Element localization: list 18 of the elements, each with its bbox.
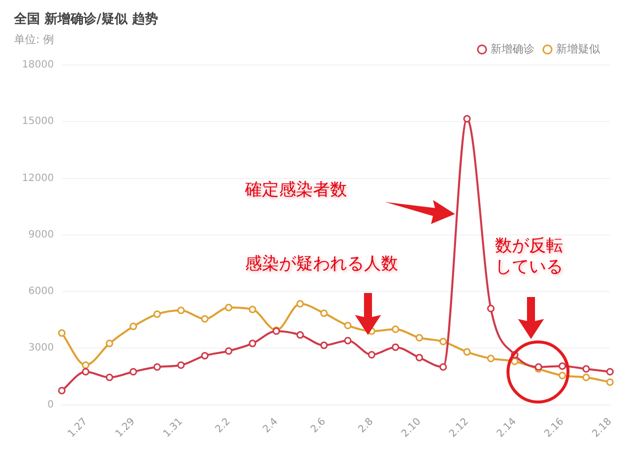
- chart-subtitle: 单位: 例: [14, 32, 54, 47]
- x-tick-label: 2.8: [356, 416, 376, 436]
- y-tick-label: 9000: [28, 229, 54, 240]
- x-tick-label: 2.2: [214, 416, 233, 436]
- y-tick-label: 15000: [22, 116, 54, 128]
- y-tick-label: 3000: [28, 342, 54, 354]
- legend-label: 新增确诊: [490, 42, 534, 56]
- y-tick-label: 0: [47, 399, 54, 410]
- annotation: 確定感染者数: [245, 180, 347, 201]
- legend-label: 新增疑似: [556, 42, 600, 56]
- x-tick-label: 2.4: [261, 416, 280, 436]
- annotation: 数が反転している: [495, 236, 564, 278]
- annotation: 感染が疑われる人数: [245, 254, 398, 275]
- y-tick-label: 12000: [22, 172, 54, 184]
- chart-title: 全国 新增确诊/疑似 趋势: [14, 10, 158, 28]
- y-tick-label: 6000: [28, 286, 54, 298]
- y-tick-label: 18000: [22, 60, 54, 71]
- x-tick-label: 2.6: [308, 416, 328, 436]
